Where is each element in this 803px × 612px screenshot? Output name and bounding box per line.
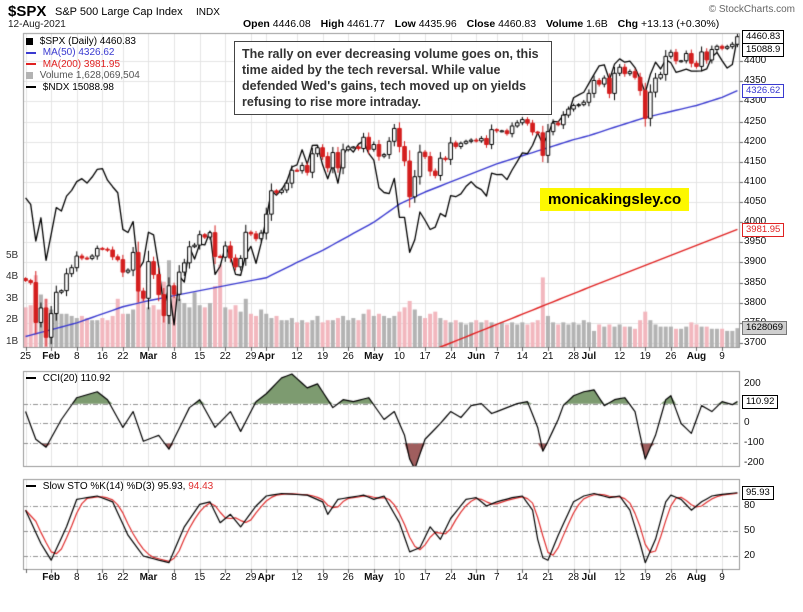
quote-close-value: 4460.83: [498, 18, 537, 30]
sto-legend: Slow STO %K(14) %D(3) 95.93, 94.43: [26, 481, 213, 492]
sto-line-swatch-icon: [26, 485, 36, 488]
legend-row-ma200: MA(200) 3981.95: [26, 59, 140, 70]
ndx-line-swatch-icon: [26, 85, 36, 88]
quote-low-value: 4435.96: [418, 18, 457, 30]
cci-legend-label: CCI(20) 110.92: [42, 373, 111, 384]
quote-high-label: High: [320, 18, 344, 30]
chart-header: $SPX S&P 500 Large Cap Index INDX © Stoc…: [0, 0, 803, 32]
cci-line-swatch-icon: [26, 377, 36, 380]
stockcharts-copyright: © StockCharts.com: [708, 4, 795, 15]
price-badge-ndx-close: 15088.9: [742, 43, 785, 57]
legend-ma50-label: MA(50) 4326.62: [42, 47, 115, 59]
quote-volume-value: 1.6B: [586, 18, 608, 30]
quote-open-value: 4446.08: [272, 18, 311, 30]
symbol-ticker: $SPX: [8, 3, 47, 20]
watermark-badge: monicakingsley.co: [540, 188, 690, 211]
quote-close-label: Close: [466, 18, 496, 30]
cci-legend: CCI(20) 110.92: [26, 373, 110, 384]
quote-high-value: 4461.77: [346, 18, 385, 30]
legend-row-ndx: $NDX 15088.98: [26, 82, 140, 93]
volume-badge: 1628069: [742, 321, 787, 335]
sto-legend-d-value: 94.43: [188, 481, 214, 492]
legend-ma200-label: MA(200) 3981.95: [42, 58, 121, 70]
main-legend: $SPX (Daily) 4460.83 MA(50) 4326.62 MA(2…: [26, 36, 140, 93]
quote-open-label: Open: [243, 18, 270, 30]
cci-badge: 110.92: [742, 395, 779, 409]
sto-badge: 95.93: [742, 486, 774, 500]
price-badge-spx-close: 4460.83: [742, 30, 785, 44]
quote-row: Open 4446.08 High 4461.77 Low 4435.96 Cl…: [243, 18, 726, 30]
annotation-box: The rally on ever decreasing volume goes…: [234, 41, 552, 115]
legend-spx-label: $SPX (Daily) 4460.83: [39, 36, 136, 47]
ma200-line-swatch-icon: [26, 63, 36, 66]
quote-chg-value: +13.13 (+0.30%): [640, 18, 720, 30]
legend-ndx-label: $NDX 15088.98: [42, 81, 114, 93]
sto-legend-label: Slow STO %K(14) %D(3) 95.93,: [42, 481, 186, 492]
legend-volume-label: Volume 1,628,069,504: [39, 70, 140, 82]
exchange-label: INDX: [196, 7, 220, 18]
price-badge-ma50: 4326.62: [742, 84, 785, 98]
quote-chg-label: Chg: [617, 18, 639, 30]
volume-swatch-icon: [26, 72, 33, 80]
price-badge-ma200: 3981.95: [742, 223, 785, 237]
ma50-line-swatch-icon: [26, 51, 36, 54]
legend-row-ma50: MA(50) 4326.62: [26, 47, 140, 58]
candlestick-swatch-icon: [26, 37, 33, 45]
symbol-name: S&P 500 Large Cap Index: [55, 6, 183, 18]
legend-row-spx: $SPX (Daily) 4460.83: [26, 36, 140, 47]
quote-volume-label: Volume: [546, 18, 584, 30]
legend-row-volume: Volume 1,628,069,504: [26, 70, 140, 81]
chart-date: 12-Aug-2021: [8, 19, 66, 30]
quote-low-label: Low: [394, 18, 416, 30]
